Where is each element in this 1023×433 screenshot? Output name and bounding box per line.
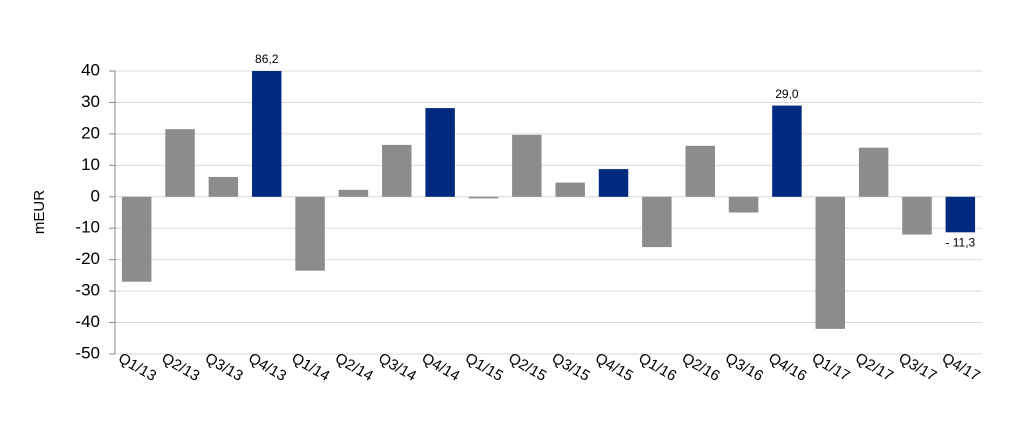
bar bbox=[685, 145, 715, 197]
x-tick-label: Q3/13 bbox=[202, 350, 246, 385]
y-tick-label: 0 bbox=[91, 186, 100, 205]
bar bbox=[902, 196, 932, 235]
y-tick-label: -20 bbox=[75, 249, 100, 268]
bar bbox=[382, 144, 412, 197]
x-tick-label: Q4/14 bbox=[419, 350, 463, 385]
bar bbox=[642, 196, 672, 248]
x-tick-label: Q1/14 bbox=[289, 350, 333, 385]
bar bbox=[555, 182, 585, 197]
x-tick-label: Q2/15 bbox=[505, 350, 549, 385]
y-tick-label: 30 bbox=[81, 92, 100, 111]
x-tick-label: Q4/15 bbox=[592, 350, 636, 385]
x-tick-label: Q1/15 bbox=[462, 350, 506, 385]
y-tick-label: -50 bbox=[75, 343, 100, 362]
bars bbox=[121, 71, 976, 329]
bar bbox=[815, 196, 846, 329]
bar bbox=[772, 105, 802, 197]
bar bbox=[425, 108, 455, 197]
x-tick-label: Q2/16 bbox=[679, 350, 723, 385]
value-label: 86,2 bbox=[255, 52, 279, 66]
y-axis-label: mEUR bbox=[31, 190, 48, 234]
bar bbox=[468, 196, 499, 199]
value-label: - 11,3 bbox=[945, 235, 975, 249]
bar bbox=[165, 129, 195, 197]
bar bbox=[121, 196, 152, 282]
y-tick-label: -10 bbox=[75, 218, 100, 237]
bar bbox=[338, 189, 369, 197]
y-tick-label: 10 bbox=[81, 155, 100, 174]
x-tick-label: Q2/13 bbox=[159, 350, 203, 385]
grid bbox=[109, 70, 982, 355]
y-tick-label: -30 bbox=[75, 281, 100, 300]
x-tick-label: Q4/16 bbox=[766, 350, 810, 385]
x-tick-label: Q3/17 bbox=[896, 350, 940, 385]
bar bbox=[598, 169, 629, 197]
bar bbox=[858, 147, 889, 197]
bar bbox=[728, 196, 759, 213]
x-tick-label: Q1/16 bbox=[635, 350, 679, 385]
x-tick-label: Q3/14 bbox=[375, 350, 419, 385]
y-tick-label: 20 bbox=[81, 123, 100, 142]
bar bbox=[295, 196, 325, 271]
y-tick-label: 40 bbox=[81, 60, 100, 79]
x-tick-label: Q1/13 bbox=[115, 350, 159, 385]
x-tick-label: Q4/13 bbox=[245, 350, 289, 385]
x-tick-label: Q3/16 bbox=[722, 350, 766, 385]
x-tick-label: Q4/17 bbox=[939, 350, 983, 385]
bar bbox=[208, 176, 239, 197]
bar bbox=[512, 134, 542, 197]
bar bbox=[945, 196, 976, 233]
x-tick-label: Q3/15 bbox=[549, 350, 593, 385]
x-tick-label: Q2/14 bbox=[332, 350, 376, 385]
value-label: 29,0 bbox=[775, 87, 799, 101]
x-tick-label: Q1/17 bbox=[809, 350, 853, 385]
y-tick-label: -40 bbox=[75, 312, 100, 331]
x-tick-label: Q2/17 bbox=[852, 350, 896, 385]
bar bbox=[251, 71, 282, 197]
